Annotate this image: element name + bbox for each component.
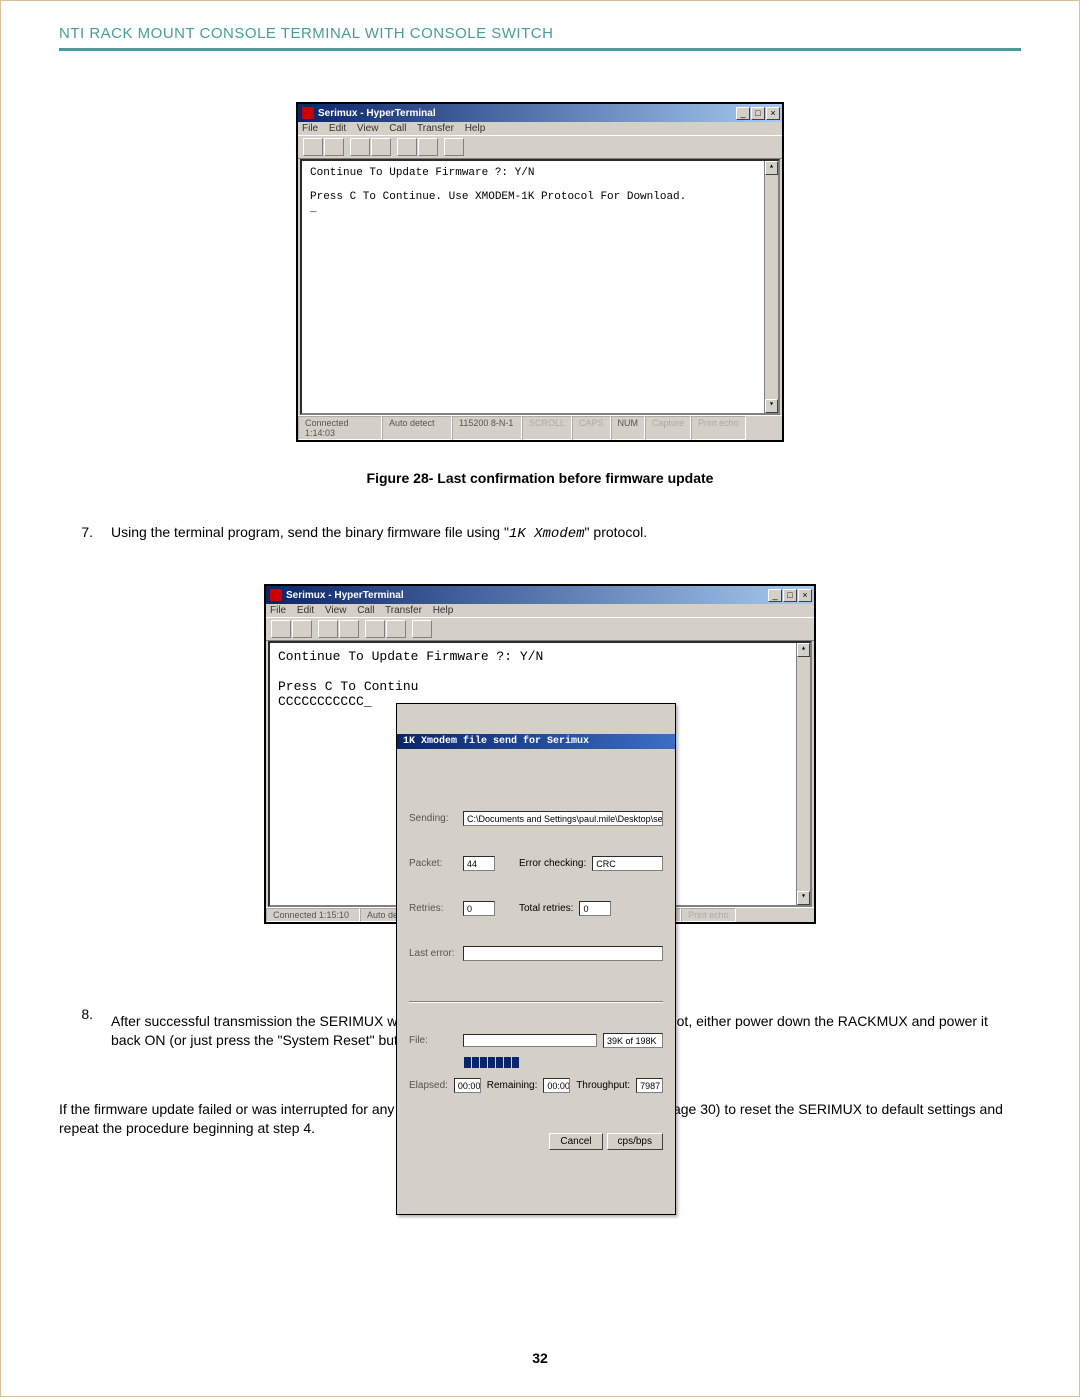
elapsed-label: Elapsed: <box>409 1080 448 1091</box>
hyperterminal-window: Serimux - HyperTerminal _ □ × File Edit … <box>264 584 816 924</box>
cancel-button[interactable]: Cancel <box>549 1133 602 1150</box>
menu-help[interactable]: Help <box>465 123 486 134</box>
status-connected: Connected 1:14:03 <box>298 416 382 440</box>
toolbar-btn[interactable] <box>386 620 406 638</box>
close-button[interactable]: × <box>798 589 812 602</box>
window-title: Serimux - HyperTerminal <box>318 108 736 119</box>
menu-bar: File Edit View Call Transfer Help <box>266 604 814 617</box>
minimize-button[interactable]: _ <box>736 107 750 120</box>
scrollbar[interactable]: ▴▾ <box>796 643 810 905</box>
totret-field: 0 <box>579 901 611 916</box>
menu-edit[interactable]: Edit <box>297 605 314 616</box>
toolbar-btn[interactable] <box>339 620 359 638</box>
scroll-down-icon[interactable]: ▾ <box>797 891 810 905</box>
file-label: File: <box>409 1035 457 1046</box>
window-title: Serimux - HyperTerminal <box>286 590 768 601</box>
scroll-up-icon[interactable]: ▴ <box>797 643 810 657</box>
scroll-down-icon[interactable]: ▾ <box>765 399 778 413</box>
menu-transfer[interactable]: Transfer <box>385 605 422 616</box>
figure-28-caption: Figure 28- Last confirmation before firm… <box>59 470 1021 486</box>
step-number: 7. <box>59 524 111 542</box>
status-print: Print echo <box>691 416 746 440</box>
dialog-title: 1K Xmodem file send for Serimux <box>397 734 675 749</box>
maximize-button[interactable]: □ <box>783 589 797 602</box>
document-header: NTI RACK MOUNT CONSOLE TERMINAL WITH CON… <box>59 25 1021 48</box>
window-titlebar: Serimux - HyperTerminal _ □ × <box>298 104 782 122</box>
retries-label: Retries: <box>409 903 457 914</box>
menu-transfer[interactable]: Transfer <box>417 123 454 134</box>
scroll-up-icon[interactable]: ▴ <box>765 161 778 175</box>
status-caps: CAPS <box>572 416 611 440</box>
status-bar: Connected 1:14:03 Auto detect 115200 8-N… <box>298 415 782 440</box>
packet-label: Packet: <box>409 858 457 869</box>
page-number: 32 <box>1 1350 1079 1366</box>
menu-call[interactable]: Call <box>389 123 406 134</box>
errchk-label: Error checking: <box>519 858 586 869</box>
progress-bar <box>463 1034 597 1047</box>
status-scroll: SCROLL <box>522 416 572 440</box>
toolbar-btn[interactable] <box>365 620 385 638</box>
terminal-output: Continue To Update Firmware ?: Y/N Press… <box>300 159 780 415</box>
figure-28: Serimux - HyperTerminal _ □ × File Edit … <box>59 102 1021 442</box>
throughput-field: 7987 cps <box>636 1078 663 1093</box>
sending-field: C:\Documents and Settings\paul.mile\Desk… <box>463 811 663 826</box>
toolbar-btn[interactable] <box>412 620 432 638</box>
status-connected: Connected 1:15:10 <box>266 908 360 922</box>
toolbar-btn[interactable] <box>397 138 417 156</box>
toolbar-btn[interactable] <box>371 138 391 156</box>
toolbar-btn[interactable] <box>444 138 464 156</box>
toolbar-btn[interactable] <box>324 138 344 156</box>
status-autodetect: Auto detect <box>382 416 452 440</box>
menu-bar: File Edit View Call Transfer Help <box>298 122 782 135</box>
figure-29: Serimux - HyperTerminal _ □ × File Edit … <box>59 584 1021 924</box>
toolbar-btn[interactable] <box>350 138 370 156</box>
dialog-divider <box>409 1001 663 1003</box>
toolbar-btn[interactable] <box>271 620 291 638</box>
menu-help[interactable]: Help <box>433 605 454 616</box>
menu-file[interactable]: File <box>270 605 286 616</box>
window-titlebar: Serimux - HyperTerminal _ □ × <box>266 586 814 604</box>
status-print: Print echo <box>681 908 736 922</box>
close-button[interactable]: × <box>766 107 780 120</box>
file-progress-text: 39K of 198K <box>603 1033 663 1048</box>
menu-call[interactable]: Call <box>357 605 374 616</box>
toolbar-btn[interactable] <box>418 138 438 156</box>
cpsbps-button[interactable]: cps/bps <box>607 1133 663 1150</box>
toolbar-btn[interactable] <box>318 620 338 638</box>
header-divider <box>59 48 1021 52</box>
scrollbar[interactable]: ▴▾ <box>764 161 778 413</box>
totret-label: Total retries: <box>519 903 573 914</box>
toolbar-btn[interactable] <box>292 620 312 638</box>
packet-field: 44 <box>463 856 495 871</box>
toolbar <box>298 135 782 159</box>
status-baud: 115200 8-N-1 <box>452 416 522 440</box>
maximize-button[interactable]: □ <box>751 107 765 120</box>
sending-label: Sending: <box>409 813 457 824</box>
status-capture: Capture <box>645 416 691 440</box>
toolbar-btn[interactable] <box>303 138 323 156</box>
step-7: 7. Using the terminal program, send the … <box>59 524 1021 542</box>
errchk-field: CRC <box>592 856 663 871</box>
step-number: 8. <box>59 1006 111 1058</box>
lasterr-field <box>463 946 663 961</box>
menu-edit[interactable]: Edit <box>329 123 346 134</box>
hyperterminal-window: Serimux - HyperTerminal _ □ × File Edit … <box>296 102 784 442</box>
lasterr-label: Last error: <box>409 948 457 959</box>
menu-view[interactable]: View <box>357 123 379 134</box>
menu-view[interactable]: View <box>325 605 347 616</box>
app-icon <box>302 107 314 119</box>
app-icon <box>270 589 282 601</box>
terminal-output: Continue To Update Firmware ?: Y/N Press… <box>268 641 812 907</box>
menu-file[interactable]: File <box>302 123 318 134</box>
retries-field: 0 <box>463 901 495 916</box>
xmodem-send-dialog: 1K Xmodem file send for Serimux Sending:… <box>396 703 676 1215</box>
minimize-button[interactable]: _ <box>768 589 782 602</box>
toolbar <box>266 617 814 641</box>
status-num: NUM <box>611 416 646 440</box>
